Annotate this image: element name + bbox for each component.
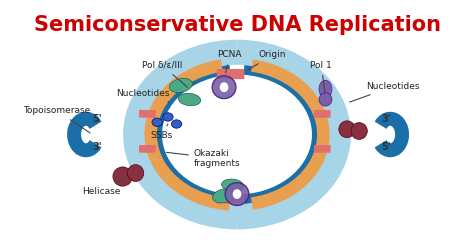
Text: 5': 5': [92, 114, 102, 124]
Text: Pol δ/ε/III: Pol δ/ε/III: [142, 61, 187, 87]
Ellipse shape: [169, 78, 192, 93]
FancyBboxPatch shape: [314, 110, 331, 118]
Ellipse shape: [319, 80, 332, 98]
Ellipse shape: [212, 189, 236, 203]
Text: Origin: Origin: [248, 50, 286, 70]
Ellipse shape: [319, 93, 332, 106]
FancyBboxPatch shape: [139, 110, 156, 118]
FancyBboxPatch shape: [217, 193, 244, 204]
Ellipse shape: [212, 76, 236, 99]
Text: Pol 1: Pol 1: [310, 61, 332, 93]
Text: Topoisomerase: Topoisomerase: [23, 106, 91, 133]
Ellipse shape: [128, 165, 144, 182]
FancyBboxPatch shape: [139, 145, 156, 153]
Text: Nucleotides: Nucleotides: [116, 89, 170, 102]
Text: Okazaki
fragments: Okazaki fragments: [166, 149, 240, 168]
Text: Helicase: Helicase: [82, 178, 125, 196]
FancyBboxPatch shape: [217, 69, 244, 79]
Circle shape: [163, 113, 173, 121]
Text: Semiconservative DNA Replication: Semiconservative DNA Replication: [34, 15, 440, 35]
Text: PCNA: PCNA: [218, 50, 242, 73]
Text: 5': 5': [382, 142, 391, 152]
Ellipse shape: [233, 189, 241, 199]
Circle shape: [152, 118, 162, 126]
FancyBboxPatch shape: [314, 145, 331, 153]
Text: 3': 3': [382, 114, 391, 124]
Circle shape: [172, 120, 182, 128]
Ellipse shape: [220, 82, 228, 92]
Ellipse shape: [178, 93, 201, 106]
Text: Nucleotides: Nucleotides: [350, 82, 420, 102]
Ellipse shape: [339, 121, 355, 138]
Text: SSBs: SSBs: [151, 124, 173, 140]
Ellipse shape: [113, 167, 132, 186]
Ellipse shape: [221, 179, 244, 191]
Ellipse shape: [351, 123, 367, 139]
Text: 3': 3': [92, 142, 102, 152]
Ellipse shape: [225, 183, 249, 205]
